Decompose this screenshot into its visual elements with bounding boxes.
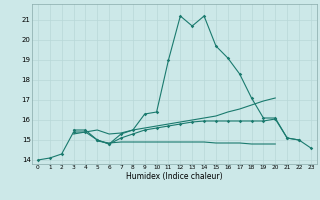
X-axis label: Humidex (Indice chaleur): Humidex (Indice chaleur): [126, 172, 223, 181]
